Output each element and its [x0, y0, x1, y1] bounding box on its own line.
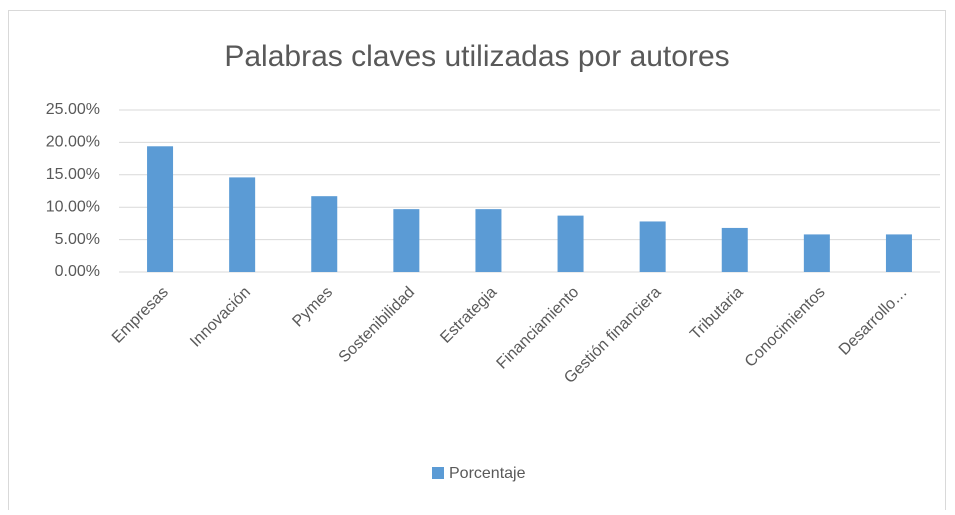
legend-swatch: [432, 467, 444, 479]
bar: [393, 209, 420, 272]
bar: [557, 215, 584, 272]
y-tick-label: 20.00%: [46, 134, 100, 151]
bar: [311, 196, 338, 272]
y-tick-label: 5.00%: [55, 231, 100, 248]
bar: [803, 234, 830, 272]
bar: [721, 227, 748, 272]
chart-title: Palabras claves utilizadas por autores: [224, 40, 729, 73]
bar: [475, 209, 502, 272]
bar: [147, 146, 174, 272]
y-tick-label: 10.00%: [46, 198, 100, 215]
bar: [639, 221, 666, 272]
legend-label: Porcentaje: [449, 465, 526, 482]
y-tick-label: 15.00%: [46, 166, 100, 183]
y-tick-label: 0.00%: [55, 263, 100, 280]
bar: [229, 177, 256, 272]
y-tick-label: 25.00%: [46, 101, 100, 118]
bar: [885, 234, 912, 272]
